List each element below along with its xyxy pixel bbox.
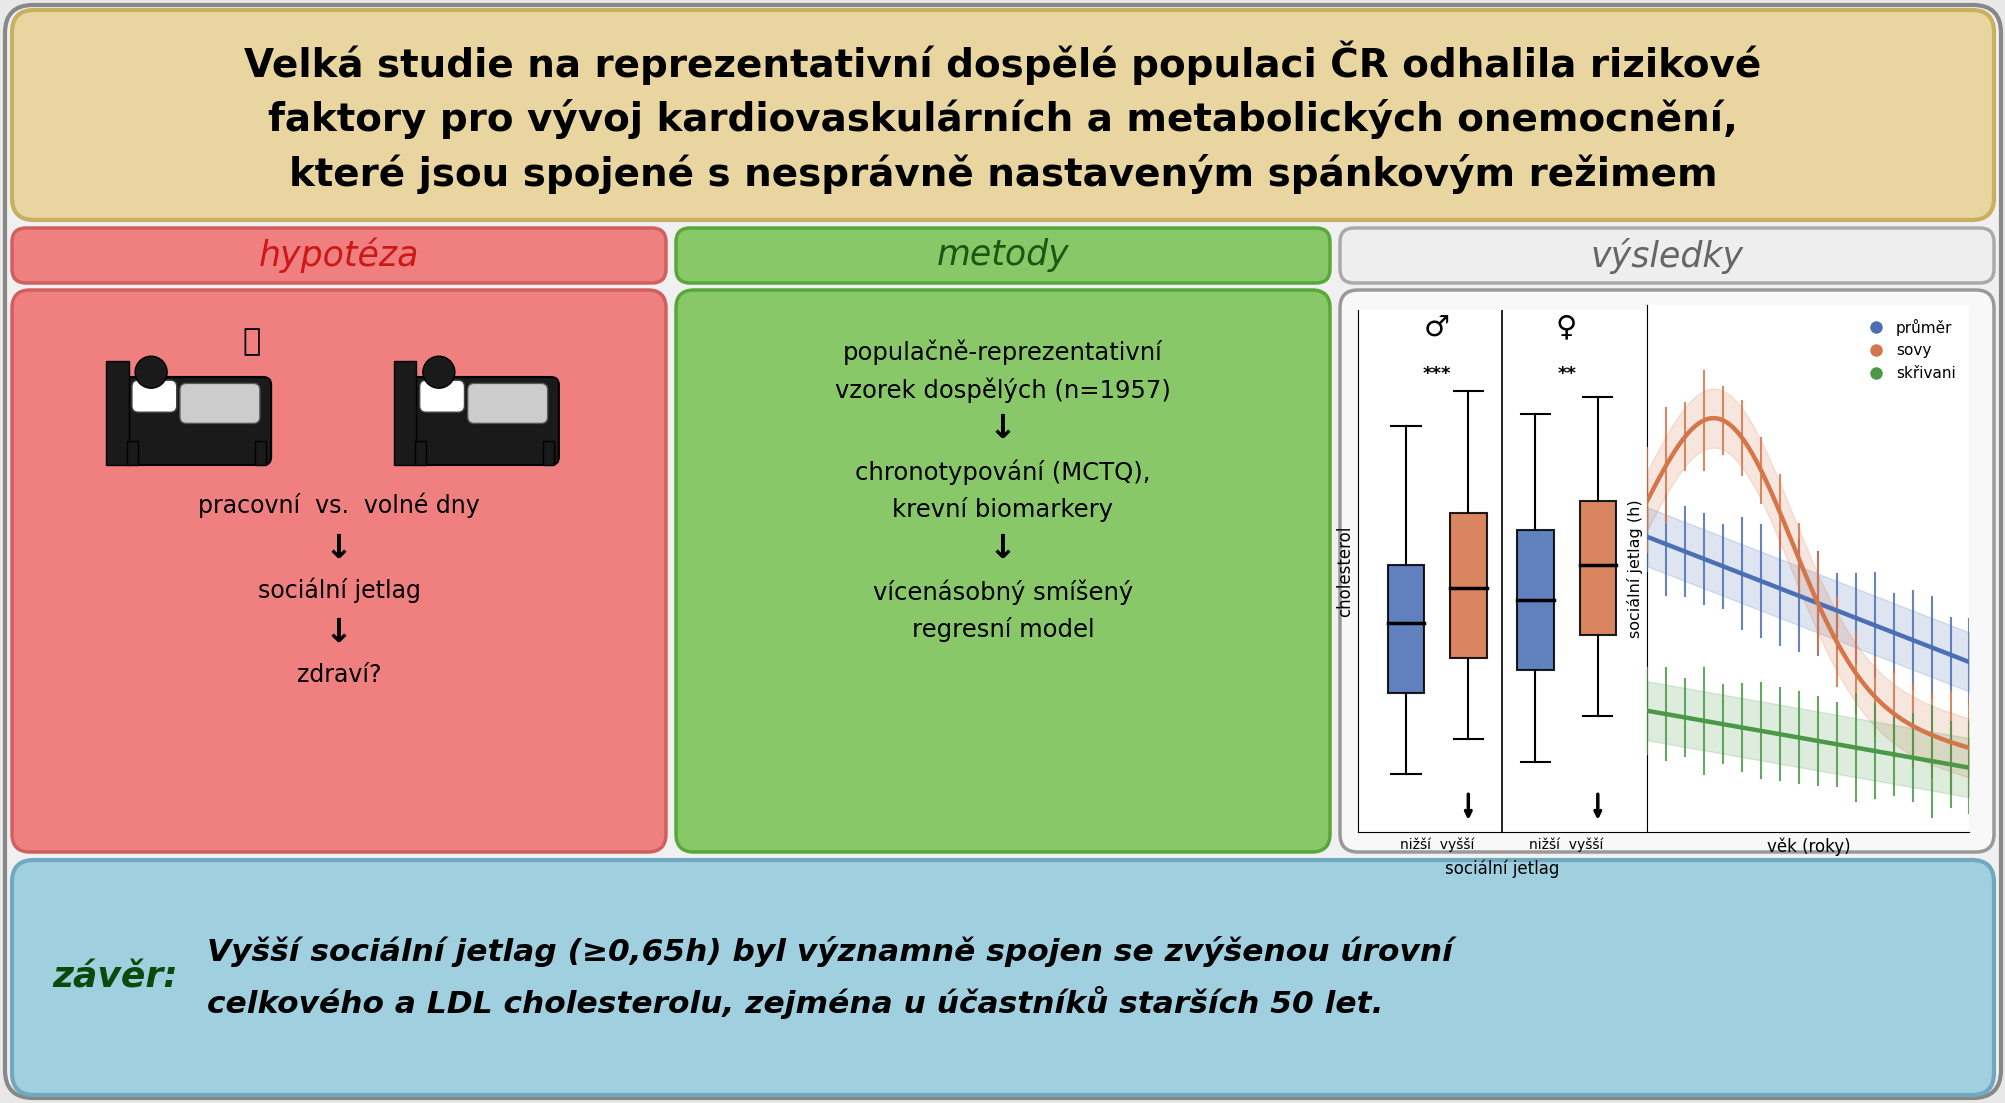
Text: populačně-reprezentativní: populačně-reprezentativní	[842, 340, 1163, 365]
Text: vzorek dospělých (n=1957): vzorek dospělých (n=1957)	[834, 377, 1171, 403]
FancyBboxPatch shape	[12, 290, 666, 852]
Text: ⏰: ⏰	[243, 328, 261, 356]
X-axis label: sociální jetlag: sociální jetlag	[1444, 859, 1558, 878]
FancyBboxPatch shape	[12, 860, 1993, 1095]
FancyBboxPatch shape	[467, 384, 547, 424]
Y-axis label: cholesterol: cholesterol	[1335, 525, 1353, 617]
FancyBboxPatch shape	[1339, 228, 1993, 283]
Y-axis label: sociální jetlag (h): sociální jetlag (h)	[1626, 500, 1642, 638]
FancyBboxPatch shape	[4, 6, 2001, 1097]
Bar	[543, 441, 553, 465]
FancyBboxPatch shape	[407, 377, 559, 465]
X-axis label: věk (roky): věk (roky)	[1766, 837, 1849, 856]
FancyBboxPatch shape	[1339, 290, 1993, 852]
Text: Velká studie na reprezentativní dospělé populaci ČR odhalila rizikové
faktory pr: Velká studie na reprezentativní dospělé …	[245, 41, 1760, 194]
Text: krevní biomarkery: krevní biomarkery	[892, 497, 1113, 523]
FancyBboxPatch shape	[419, 381, 465, 413]
Text: Vyšší sociální jetlag (≥0,65h) byl významně spojen se zvýšenou úrovní
celkového : Vyšší sociální jetlag (≥0,65h) byl význa…	[207, 936, 1452, 1019]
Bar	[106, 361, 128, 465]
Text: ♀: ♀	[1556, 313, 1576, 342]
Text: metody: metody	[936, 238, 1069, 272]
Bar	[415, 441, 425, 465]
Text: závěr:: závěr:	[52, 961, 178, 995]
FancyBboxPatch shape	[118, 377, 271, 465]
Bar	[1387, 565, 1424, 693]
Text: ↓: ↓	[988, 411, 1017, 445]
Text: chronotypování (MCTQ),: chronotypování (MCTQ),	[854, 459, 1151, 484]
Legend: průměr, sovy, skřivani: průměr, sovy, skřivani	[1855, 312, 1961, 387]
Bar	[1578, 502, 1616, 635]
Bar	[393, 361, 417, 465]
Text: ↓: ↓	[325, 532, 353, 565]
FancyBboxPatch shape	[676, 290, 1329, 852]
FancyBboxPatch shape	[180, 384, 261, 424]
Text: sociální jetlag: sociální jetlag	[257, 577, 421, 602]
Text: zdraví?: zdraví?	[297, 663, 381, 687]
Bar	[255, 441, 267, 465]
FancyBboxPatch shape	[12, 10, 1993, 219]
Text: ***: ***	[1422, 365, 1452, 383]
FancyBboxPatch shape	[12, 228, 666, 283]
FancyBboxPatch shape	[676, 228, 1329, 283]
Bar	[1516, 531, 1554, 670]
Text: regresní model: regresní model	[910, 618, 1095, 643]
Text: vícenásobný smíšený: vícenásobný smíšený	[872, 579, 1133, 604]
Text: výsledky: výsledky	[1590, 237, 1742, 274]
Text: pracovní  vs.  volné dny: pracovní vs. volné dny	[198, 492, 479, 517]
Bar	[1450, 513, 1486, 658]
Text: hypotéza: hypotéza	[259, 238, 419, 274]
Text: ♂: ♂	[1424, 313, 1450, 342]
FancyBboxPatch shape	[132, 381, 176, 413]
Text: **: **	[1556, 365, 1576, 383]
Text: ↓: ↓	[325, 615, 353, 649]
Circle shape	[423, 356, 455, 388]
Bar	[126, 441, 138, 465]
Circle shape	[134, 356, 166, 388]
Text: ↓: ↓	[988, 532, 1017, 565]
